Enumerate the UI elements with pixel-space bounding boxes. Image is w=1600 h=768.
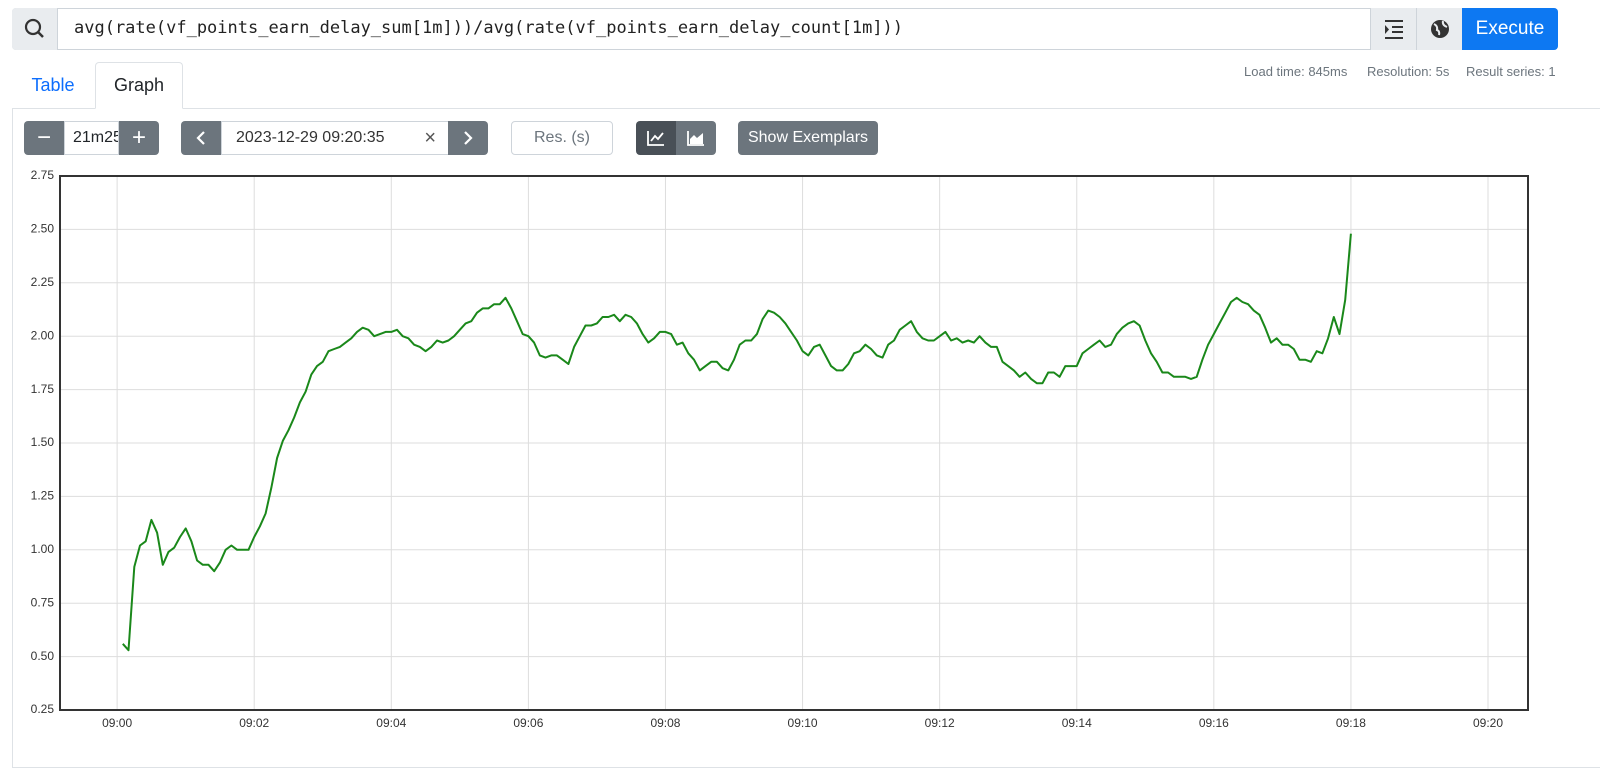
result-series: Result series: 1 xyxy=(1466,64,1556,79)
y-tick-label: 2.75 xyxy=(31,168,55,182)
graph-tab[interactable]: Graph xyxy=(95,62,183,109)
x-tick-label: 09:00 xyxy=(102,716,132,730)
query-bar[interactable] xyxy=(12,8,1558,50)
resolution-input[interactable]: Res. (s) xyxy=(511,121,613,155)
clear-end-time[interactable]: × xyxy=(424,126,436,149)
y-tick-label: 2.00 xyxy=(31,328,55,342)
range-decrease[interactable]: − xyxy=(24,121,64,155)
resolution-placeholder: Res. (s) xyxy=(534,129,590,146)
x-tick-label: 09:16 xyxy=(1199,716,1229,730)
range-increase[interactable]: + xyxy=(119,121,159,155)
range-value: 21m25s xyxy=(73,129,118,146)
x-tick-label: 09:12 xyxy=(925,716,955,730)
y-tick-label: 1.75 xyxy=(31,382,55,396)
resolution: Resolution: 5s xyxy=(1367,64,1450,79)
end-time-value: 2023-12-29 09:20:35 xyxy=(236,129,385,146)
x-tick-label: 09:08 xyxy=(650,716,680,730)
end-forward[interactable] xyxy=(448,121,488,155)
y-tick-label: 0.25 xyxy=(31,702,55,716)
y-tick-label: 1.50 xyxy=(31,435,55,449)
end-back[interactable] xyxy=(181,121,221,155)
y-tick-label: 1.00 xyxy=(31,542,55,556)
x-tick-label: 09:18 xyxy=(1336,716,1366,730)
line-chart-toggle[interactable] xyxy=(636,121,676,155)
x-tick-label: 09:04 xyxy=(376,716,406,730)
y-tick-label: 1.25 xyxy=(31,489,55,503)
chart: 0.25 0.50 0.75 1.00 1.25 1.50 1.75 2.00 2.25 2.50… xyxy=(31,168,1529,730)
stacked-chart-toggle[interactable] xyxy=(676,121,716,155)
table-tab[interactable]: Table xyxy=(31,75,75,95)
x-tick-label: 09:10 xyxy=(788,716,818,730)
execute-button[interactable]: Execute xyxy=(1462,8,1558,50)
x-tick-label: 09:06 xyxy=(513,716,543,730)
end-time-input[interactable]: 2023-12-29 09:20:35 × xyxy=(221,121,449,155)
x-tick-label: 09:02 xyxy=(239,716,269,730)
load-time: Load time: 845ms xyxy=(1244,64,1348,79)
search-icon xyxy=(12,8,58,50)
x-tick-label: 09:20 xyxy=(1473,716,1503,730)
range-input[interactable]: 21m25s xyxy=(64,121,119,155)
query-text[interactable]: avg(rate(vf_points_earn_delay_sum[1m]))/… xyxy=(74,18,904,38)
show-exemplars-button[interactable]: Show Exemplars xyxy=(738,121,878,155)
plot-border xyxy=(59,175,1529,711)
y-tick-label: 2.50 xyxy=(31,222,55,236)
y-tick-label: 0.75 xyxy=(31,595,55,609)
x-tick-label: 09:14 xyxy=(1062,716,1092,730)
metrics-explorer-button[interactable] xyxy=(1416,8,1462,50)
y-tick-label: 2.25 xyxy=(31,275,55,289)
format-button[interactable] xyxy=(1370,8,1416,50)
series-line xyxy=(122,233,1352,652)
y-tick-label: 0.50 xyxy=(31,649,55,663)
